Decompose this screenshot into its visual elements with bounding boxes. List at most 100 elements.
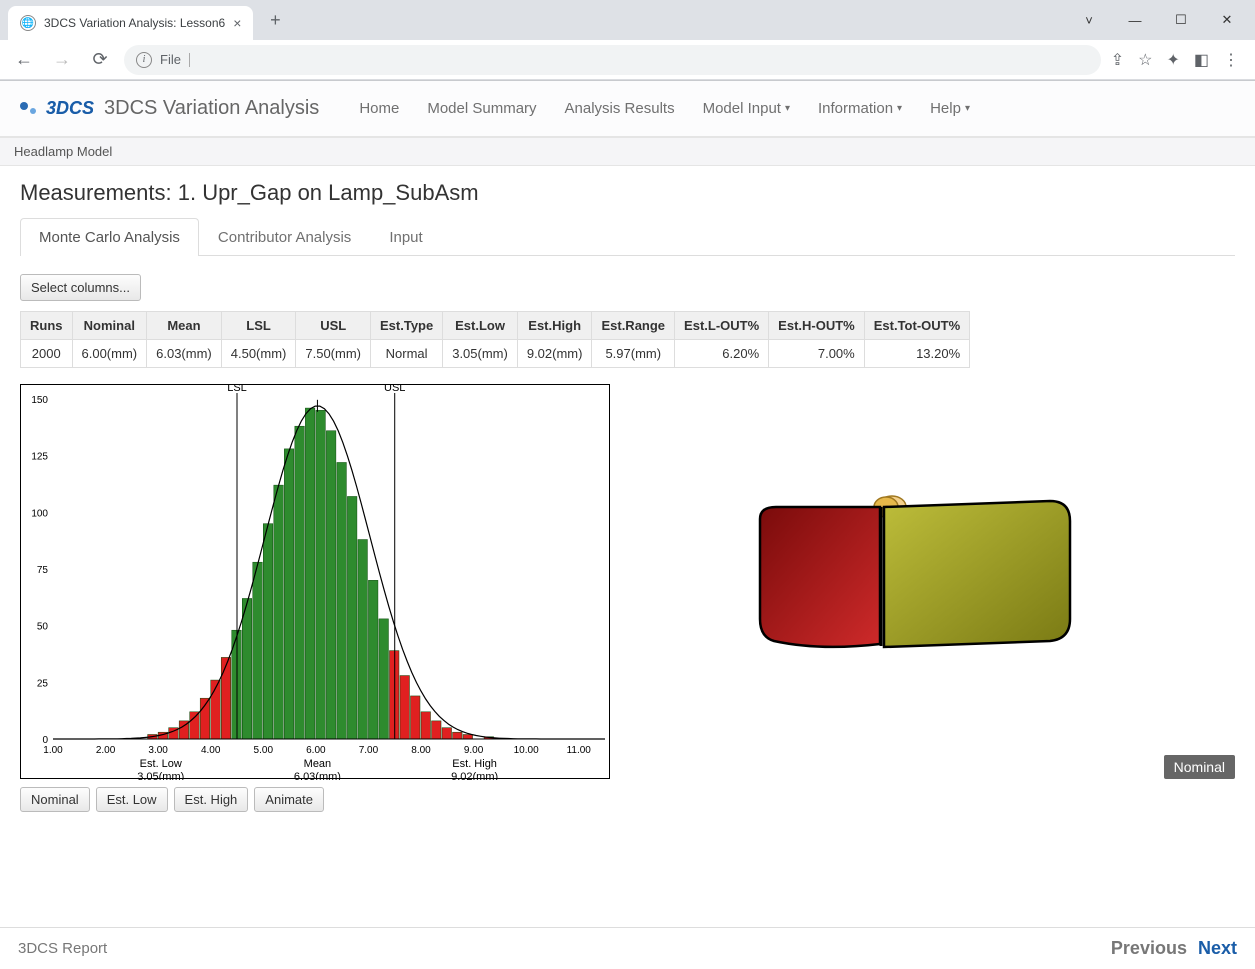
svg-text:8.00: 8.00 [411,745,431,756]
pager: Previous Next [1111,938,1237,959]
chart-svg: 02550751001251501.002.003.004.005.006.00… [21,385,611,780]
col-usl: USL [296,312,371,340]
svg-text:75: 75 [37,565,49,576]
cell: 7.00% [769,340,865,368]
new-tab-button[interactable]: + [261,6,289,34]
nav-model-summary[interactable]: Model Summary [427,100,536,117]
window-chevron-icon[interactable]: ˅ [1069,5,1109,35]
globe-icon: 🌐 [20,15,36,31]
svg-text:150: 150 [31,395,48,406]
breadcrumb-item[interactable]: Headlamp Model [14,144,112,159]
cell: 5.97(mm) [592,340,675,368]
svg-text:5.00: 5.00 [254,745,274,756]
tab-bar: 🌐 3DCS Variation Analysis: Lesson6 × + ˅… [0,0,1255,40]
next-link[interactable]: Next [1198,938,1237,958]
caret-icon: ▾ [965,103,970,114]
nav-home[interactable]: Home [359,100,399,117]
share-icon[interactable]: ⇪ [1111,50,1124,70]
histogram-chart: 02550751001251501.002.003.004.005.006.00… [20,384,610,779]
col-est-tot-out-: Est.Tot-OUT% [864,312,969,340]
svg-text:11.00: 11.00 [567,745,592,756]
tab-title: 3DCS Variation Analysis: Lesson6 [44,16,225,30]
puzzle-icon[interactable]: ✦ [1166,50,1179,70]
app-title: 3DCS Variation Analysis [104,97,319,120]
chart-column: 02550751001251501.002.003.004.005.006.00… [20,384,610,812]
svg-text:USL: USL [384,385,405,394]
svg-text:Mean: Mean [304,758,332,770]
svg-text:50: 50 [37,622,49,633]
side-panel-icon[interactable]: ◧ [1194,50,1209,70]
nav-menu: Home Model Summary Analysis Results Model I… [359,100,970,117]
reload-button[interactable]: ⟳ [86,49,114,70]
col-est-l-out-: Est.L-OUT% [675,312,769,340]
caret-icon: ▾ [897,103,902,114]
chart-btn-est-low[interactable]: Est. Low [96,787,168,812]
logo[interactable]: 3DCS 3DCS Variation Analysis [20,97,319,120]
cell: Normal [371,340,443,368]
col-runs: Runs [21,312,73,340]
table-row: 20006.00(mm)6.03(mm)4.50(mm)7.50(mm)Norm… [21,340,970,368]
svg-text:25: 25 [37,678,49,689]
tab-contributor-analysis[interactable]: Contributor Analysis [199,218,370,256]
nav-analysis-results[interactable]: Analysis Results [565,100,675,117]
kebab-icon[interactable]: ⋮ [1223,50,1239,70]
info-icon[interactable]: i [136,52,152,68]
chart-buttons: NominalEst. LowEst. HighAnimate [20,787,610,812]
back-button[interactable]: ← [10,49,38,70]
page-title: Measurements: 1. Upr_Gap on Lamp_SubAsm [20,180,1235,206]
cell: 9.02(mm) [517,340,592,368]
address-bar[interactable]: i File [124,45,1101,75]
window-maximize-icon[interactable]: ☐ [1161,5,1201,35]
svg-text:9.02(mm): 9.02(mm) [451,771,498,780]
svg-text:10.00: 10.00 [514,745,539,756]
tab-monte-carlo-analysis[interactable]: Monte Carlo Analysis [20,218,199,256]
tab-input[interactable]: Input [370,218,441,256]
toolbar-right: ⇪ ☆ ✦ ◧ ⋮ [1111,50,1245,70]
svg-text:125: 125 [31,452,48,463]
svg-text:Est. Low: Est. Low [140,758,182,770]
cell: 3.05(mm) [443,340,518,368]
chart-btn-animate[interactable]: Animate [254,787,324,812]
app-header: 3DCS 3DCS Variation Analysis Home Model S… [0,81,1255,137]
cell: 6.03(mm) [147,340,222,368]
browser-tab[interactable]: 🌐 3DCS Variation Analysis: Lesson6 × [8,6,253,40]
select-columns-button[interactable]: Select columns... [20,274,141,301]
nav-model-input[interactable]: Model Input▾ [703,100,790,117]
caret-icon: ▾ [785,103,790,114]
col-est-type: Est.Type [371,312,443,340]
col-nominal: Nominal [72,312,147,340]
chart-btn-nominal[interactable]: Nominal [20,787,90,812]
forward-button: → [48,49,76,70]
col-est-low: Est.Low [443,312,518,340]
model-view[interactable]: Nominal [640,384,1235,779]
footer: 3DCS Report Previous Next [0,927,1255,969]
nav-information[interactable]: Information▾ [818,100,902,117]
cell: 6.00(mm) [72,340,147,368]
cell: 4.50(mm) [221,340,296,368]
tabs: Monte Carlo AnalysisContributor Analysis… [20,218,1235,256]
close-tab-icon[interactable]: × [233,15,241,31]
view-mode-badge: Nominal [1164,755,1235,779]
address-text: File [160,52,181,67]
cell: 13.20% [864,340,969,368]
prev-link[interactable]: Previous [1111,938,1187,958]
window-controls: ˅ — ☐ ✕ [1069,5,1255,35]
cell: 6.20% [675,340,769,368]
svg-text:1.00: 1.00 [43,745,63,756]
window-minimize-icon[interactable]: — [1115,5,1155,35]
breadcrumb[interactable]: Headlamp Model [0,137,1255,166]
svg-text:6.03(mm): 6.03(mm) [294,771,341,780]
nav-help[interactable]: Help▾ [930,100,970,117]
content: Measurements: 1. Upr_Gap on Lamp_SubAsm … [0,166,1255,927]
window-close-icon[interactable]: ✕ [1207,5,1247,35]
visualization-row: 02550751001251501.002.003.004.005.006.00… [20,384,1235,812]
browser-toolbar: ← → ⟳ i File ⇪ ☆ ✦ ◧ ⋮ [0,40,1255,80]
svg-text:7.00: 7.00 [359,745,379,756]
caret-icon [189,53,190,67]
svg-text:4.00: 4.00 [201,745,221,756]
star-icon[interactable]: ☆ [1138,50,1152,70]
chart-btn-est-high[interactable]: Est. High [174,787,249,812]
svg-text:2.00: 2.00 [96,745,116,756]
logo-icon [20,100,44,118]
footer-report[interactable]: 3DCS Report [18,940,107,957]
